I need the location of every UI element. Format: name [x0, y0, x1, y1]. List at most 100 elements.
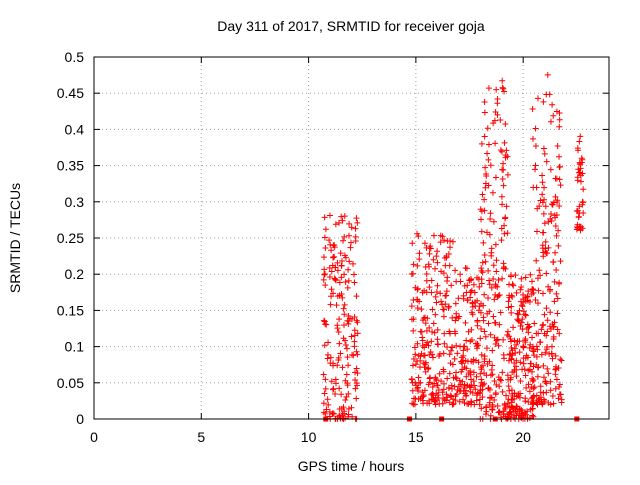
- data-point: [419, 393, 426, 400]
- data-point: [345, 320, 352, 327]
- data-point: [439, 233, 446, 240]
- data-point: [430, 354, 437, 361]
- data-point: [494, 293, 501, 300]
- data-point: [436, 352, 443, 359]
- data-point: [534, 373, 541, 380]
- data-point: [449, 344, 456, 351]
- data-point: [541, 184, 548, 191]
- data-point: [456, 387, 463, 394]
- data-point: [341, 252, 348, 259]
- data-point: [501, 88, 508, 95]
- data-point: [490, 275, 497, 282]
- data-point: [484, 150, 491, 157]
- data-point: [326, 274, 333, 281]
- data-point: [508, 292, 515, 299]
- data-point: [556, 176, 563, 183]
- data-point: [546, 323, 553, 330]
- data-point: [487, 394, 494, 401]
- data-point: [329, 262, 336, 269]
- data-point: [479, 191, 486, 198]
- data-point: [325, 339, 332, 346]
- data-point: [449, 314, 456, 321]
- data-point: [320, 400, 327, 407]
- data-point: [513, 373, 520, 380]
- data-point: [352, 385, 359, 392]
- data-point: [482, 164, 489, 171]
- data-point: [499, 77, 506, 84]
- data-point: [508, 309, 515, 316]
- data-point: [412, 351, 419, 358]
- data-point: [573, 208, 580, 215]
- data-point: [416, 298, 423, 305]
- data-point: [498, 193, 505, 200]
- data-point: [483, 229, 490, 236]
- data-point: [444, 343, 451, 350]
- data-point: [513, 404, 520, 411]
- data-point: [515, 317, 522, 324]
- data-point: [550, 112, 557, 119]
- data-point: [554, 142, 561, 149]
- data-point: [539, 322, 546, 329]
- data-point: [453, 314, 460, 321]
- data-point: [496, 408, 503, 415]
- data-point: [437, 239, 444, 246]
- data-point: [434, 391, 441, 398]
- data-point: [499, 275, 506, 282]
- data-point: [457, 381, 464, 388]
- data-point: [322, 385, 329, 392]
- data-point: [491, 117, 498, 124]
- data-point: [497, 117, 504, 124]
- data-point: [481, 251, 488, 258]
- data-point: [553, 376, 560, 383]
- data-point: [516, 307, 523, 314]
- data-point: [353, 380, 360, 387]
- data-point: [419, 289, 426, 296]
- data-point: [339, 364, 346, 371]
- data-point: [543, 332, 550, 339]
- data-point: [495, 409, 502, 416]
- data-point: [346, 220, 353, 227]
- data-point: [482, 411, 489, 418]
- data-point: [577, 133, 584, 140]
- data-point: [533, 399, 540, 406]
- data-point: [469, 389, 476, 396]
- data-point: [418, 306, 425, 313]
- data-point: [434, 382, 441, 389]
- data-point: [542, 238, 549, 245]
- data-point: [468, 376, 475, 383]
- data-point: [336, 385, 343, 392]
- data-point: [444, 274, 451, 281]
- data-point: [467, 371, 474, 378]
- data-point: [540, 98, 547, 105]
- data-point: [417, 379, 424, 386]
- data-point: [493, 268, 500, 275]
- data-point: [416, 250, 423, 257]
- data-point: [557, 182, 564, 189]
- data-point: [434, 326, 441, 333]
- data-point: [441, 237, 448, 244]
- data-point: [354, 370, 361, 377]
- x-tick-label: 20: [515, 429, 531, 445]
- data-point: [543, 305, 550, 312]
- data-point: [434, 341, 441, 348]
- data-point: [543, 91, 550, 98]
- data-point: [549, 392, 556, 399]
- data-point: [480, 239, 487, 246]
- data-point: [505, 383, 512, 390]
- data-point: [482, 258, 489, 265]
- data-point: [530, 347, 537, 354]
- data-point: [326, 264, 333, 271]
- data-point: [547, 401, 554, 408]
- data-point: [328, 268, 335, 275]
- data-point: [554, 295, 561, 302]
- data-point: [334, 362, 341, 369]
- data-point: [499, 84, 506, 91]
- data-point: [428, 338, 435, 345]
- data-point: [548, 211, 555, 218]
- data-point: [522, 339, 529, 346]
- data-point: [477, 335, 484, 342]
- data-point: [485, 182, 492, 189]
- data-point: [496, 383, 503, 390]
- y-tick-label: 0: [76, 411, 84, 427]
- data-point: [468, 398, 475, 405]
